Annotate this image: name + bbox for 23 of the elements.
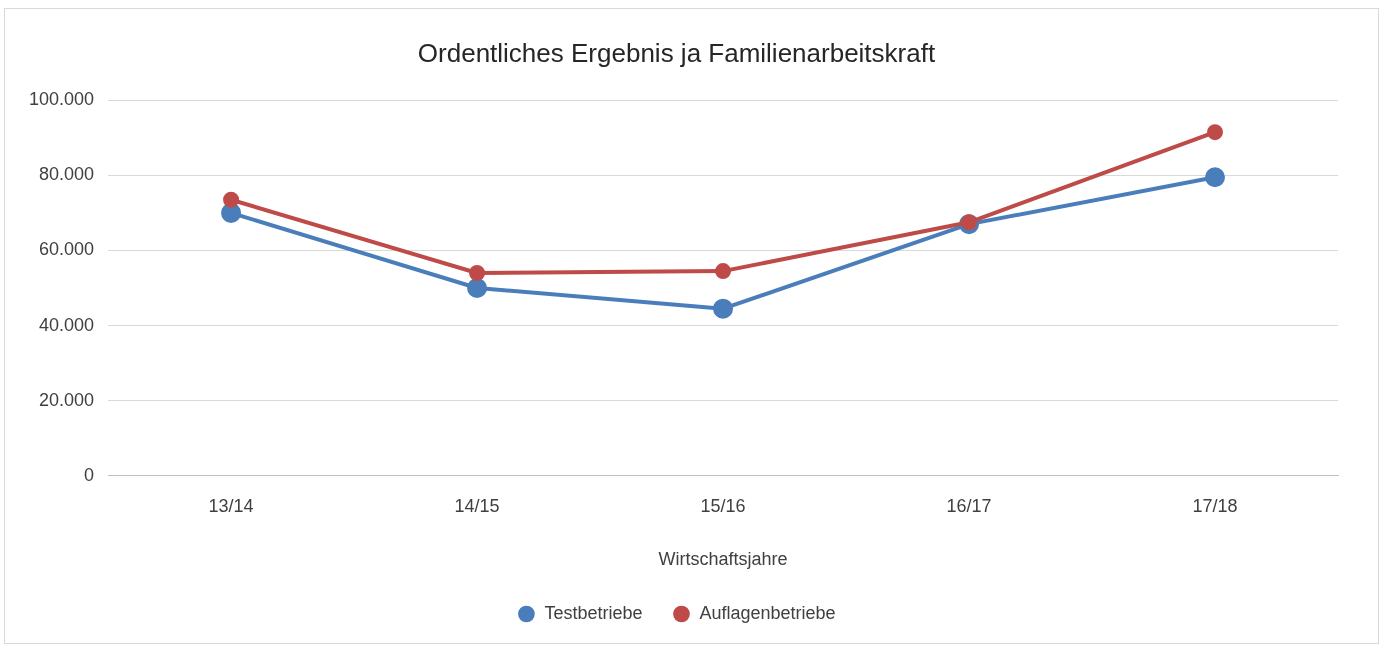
y-tick-label: 20.000: [39, 389, 95, 410]
y-tick-label: 80.000: [39, 164, 95, 185]
point: [469, 264, 486, 281]
point: [223, 191, 240, 208]
x-tick-label: 14/15: [454, 495, 500, 516]
point: [1207, 124, 1224, 141]
legend-label: Testbetriebe: [544, 602, 643, 623]
x-tick-label: 16/17: [946, 495, 992, 516]
y-tick-label: 40.000: [39, 314, 95, 335]
point: [1205, 167, 1226, 188]
point: [467, 278, 488, 298]
point: [715, 263, 732, 280]
x-tick-label: 15/16: [700, 495, 746, 516]
y-tick-label: 60.000: [39, 239, 95, 260]
chart-title: Ordentliches Ergebnis ja Familienarbeitskraft: [417, 37, 936, 68]
x-tick-label: 17/18: [1192, 495, 1238, 516]
point: [221, 202, 242, 223]
y-tick-label: 0: [84, 464, 95, 485]
x-axis-title: Wirtschaftsjahre: [658, 549, 788, 570]
point: [713, 298, 734, 319]
x-tick-label: 13/14: [208, 495, 254, 516]
legend-label: Auflagenbetriebe: [699, 602, 836, 623]
y-tick-label: 100.000: [28, 89, 95, 110]
